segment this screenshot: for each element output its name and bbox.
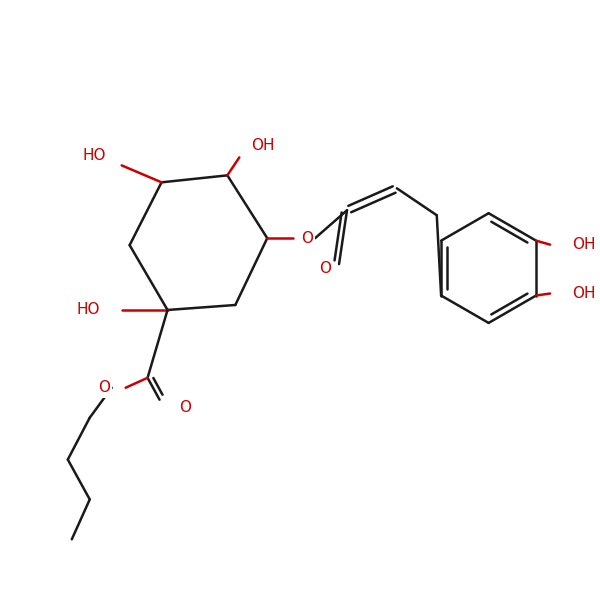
Text: OH: OH: [251, 138, 275, 153]
Text: OH: OH: [572, 286, 596, 301]
Text: O: O: [301, 230, 313, 245]
Text: O: O: [179, 400, 191, 415]
Text: OH: OH: [572, 237, 596, 252]
Text: O: O: [98, 380, 110, 395]
Text: HO: HO: [76, 302, 100, 317]
Text: O: O: [319, 260, 331, 275]
Text: HO: HO: [82, 148, 106, 163]
